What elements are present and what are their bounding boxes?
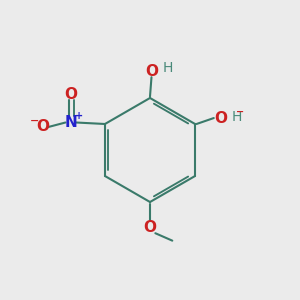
Text: N: N [64,115,77,130]
Text: −: − [29,116,39,125]
Text: H: H [163,61,173,75]
Text: O: O [214,110,227,125]
Text: O: O [143,220,157,235]
Text: +: + [75,111,83,121]
Text: O: O [64,87,77,102]
Text: −: − [236,106,244,116]
Text: H: H [232,110,242,124]
Text: O: O [36,119,49,134]
Text: O: O [145,64,158,79]
